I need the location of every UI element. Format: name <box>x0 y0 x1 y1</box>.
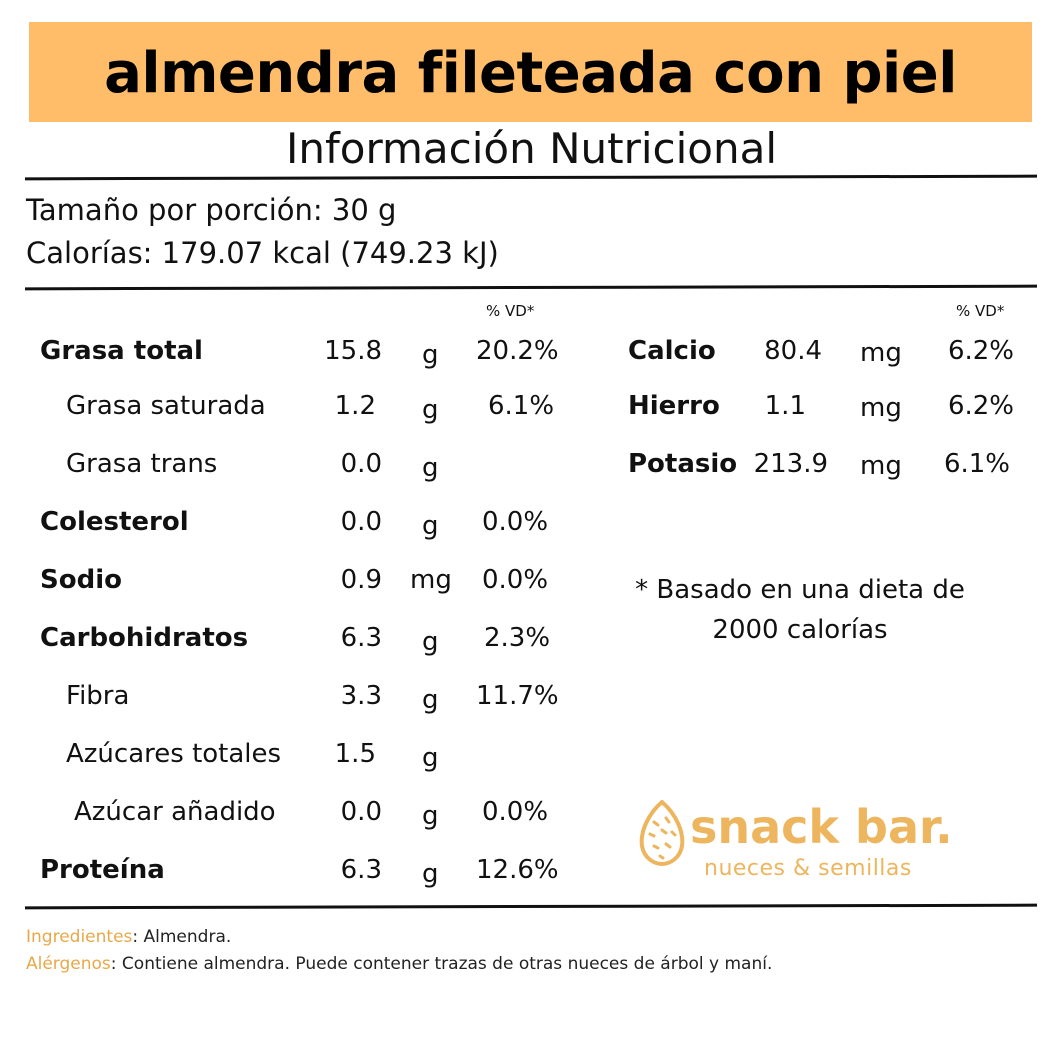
nutrient-name: Grasa total <box>40 336 203 366</box>
serving-size: Tamaño por porción: 30 g <box>26 193 397 227</box>
nutrient-unit: g <box>422 453 439 483</box>
daily-value-footnote: * Basado en una dieta de 2000 calorías <box>635 575 965 645</box>
mineral-name: Potasio <box>628 449 738 479</box>
mineral-vd: 6.2% <box>947 336 1014 366</box>
nutrient-name: Colesterol <box>40 507 189 537</box>
nutrient-amount: 0.0 <box>340 449 382 479</box>
mineral-unit: mg <box>860 451 902 481</box>
nutrient-amount: 6.3 <box>340 855 382 885</box>
nutrient-vd: 0.0% <box>482 565 549 595</box>
nutrient-name: Grasa saturada <box>66 391 266 421</box>
nutrient-amount: 0.0 <box>340 797 382 827</box>
nutrient-vd: 11.7% <box>476 681 559 711</box>
nutrient-name: Grasa trans <box>66 449 218 479</box>
nutrient-unit: g <box>422 743 439 773</box>
mineral-amount: 1.1 <box>764 391 806 421</box>
mineral-name: Calcio <box>628 336 716 366</box>
nutrient-name: Carbohidratos <box>40 623 249 653</box>
nutrient-vd: 6.1% <box>488 391 555 421</box>
top-divider <box>24 174 1038 181</box>
bottom-divider <box>24 903 1038 910</box>
ingredients-text: : Almendra. <box>132 927 232 947</box>
serving-divider <box>24 284 1038 291</box>
nutrient-unit: g <box>422 511 439 541</box>
nutrient-amount: 3.3 <box>340 681 382 711</box>
allergens-label: Alérgenos <box>26 954 111 974</box>
nutrient-name: Azúcar añadido <box>74 797 276 827</box>
mineral-amount: 80.4 <box>764 336 822 366</box>
nutrient-amount: 0.9 <box>340 565 382 595</box>
ingredients-line: Ingredientes: Almendra. <box>26 927 231 947</box>
mineral-unit: mg <box>860 338 902 368</box>
mineral-unit: mg <box>860 393 902 423</box>
mineral-amount: 213.9 <box>753 449 828 479</box>
nutrient-amount: 1.2 <box>334 391 376 421</box>
nutrient-vd: 0.0% <box>482 507 549 537</box>
nutrient-name: Sodio <box>40 565 122 595</box>
vd-header-right: % VD* <box>956 302 1005 320</box>
mineral-name: Hierro <box>628 391 720 421</box>
allergens-text: : Contiene almendra. Puede contener traz… <box>110 954 773 974</box>
title-banner: almendra fileteada con piel <box>29 22 1032 122</box>
mineral-vd: 6.1% <box>943 449 1010 479</box>
nutrient-unit: g <box>422 340 439 370</box>
nutrient-vd: 12.6% <box>476 855 559 885</box>
nutrient-amount: 0.0 <box>340 507 382 537</box>
nutrient-amount: 1.5 <box>334 739 376 769</box>
mineral-vd: 6.2% <box>947 391 1014 421</box>
brand-name: snack bar. <box>690 800 953 854</box>
nutrient-vd: 2.3% <box>484 623 551 653</box>
allergens-line: Alérgenos: Contiene almendra. Puede cont… <box>26 954 772 974</box>
nutrient-amount: 6.3 <box>340 623 382 653</box>
nutrient-unit: g <box>422 801 439 831</box>
nutrient-name: Fibra <box>66 681 130 711</box>
nutrient-amount: 15.8 <box>324 336 382 366</box>
nutrient-name: Proteína <box>40 855 165 885</box>
nutrient-unit: mg <box>410 565 452 595</box>
ingredients-label: Ingredientes <box>26 927 133 947</box>
nutrient-unit: g <box>422 859 439 889</box>
brand-tagline: nueces & semillas <box>704 856 912 881</box>
nutrient-unit: g <box>422 685 439 715</box>
section-title: Información Nutricional <box>285 124 778 173</box>
nutrient-unit: g <box>422 627 439 657</box>
almond-icon <box>639 800 685 866</box>
vd-header-left: % VD* <box>486 302 535 320</box>
nutrient-name: Azúcares totales <box>66 739 282 769</box>
nutrient-vd: 0.0% <box>482 797 549 827</box>
product-title: almendra fileteada con piel <box>104 41 957 106</box>
nutrient-vd: 20.2% <box>476 336 559 366</box>
brand-logo: snack bar. nueces & semillas <box>636 800 966 890</box>
nutrient-unit: g <box>422 395 439 425</box>
serving-calories: Calorías: 179.07 kcal (749.23 kJ) <box>26 236 499 270</box>
